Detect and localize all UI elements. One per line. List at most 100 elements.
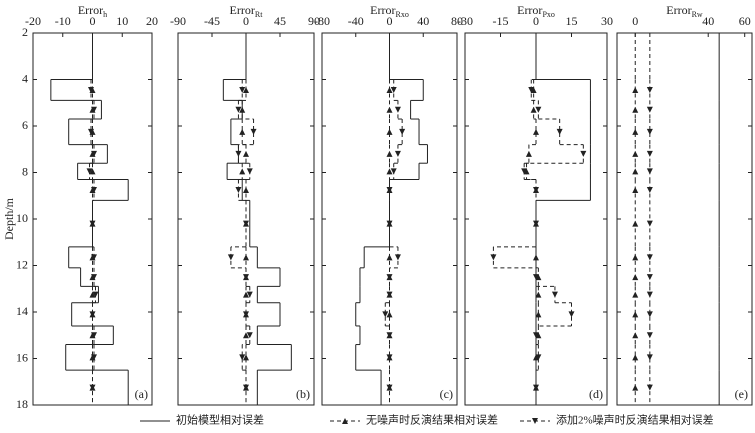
marker [535,291,542,298]
y-tick-label: 8 [22,164,28,178]
marker [646,254,653,261]
marker [239,128,246,135]
marker [399,128,406,135]
panel-title: ErrorRt [230,3,264,19]
marker [632,86,639,93]
marker [632,354,639,361]
marker [90,186,97,193]
marker [386,354,393,361]
marker [646,220,653,227]
x-tick-label: 90 [308,14,320,28]
x-tick-label: -45 [204,14,220,28]
panel-frame [616,32,753,406]
panel-label: (e) [735,387,748,401]
x-tick-label: 40 [417,14,429,28]
marker [243,332,249,339]
marker [530,86,537,93]
marker [632,186,639,193]
marker [528,86,535,93]
marker [632,220,639,227]
marker [632,128,639,135]
x-tick-label: 45 [274,14,286,28]
marker [342,418,348,424]
x-tick-label: 40 [702,14,714,28]
marker [89,168,96,175]
marker [533,274,539,281]
marker [250,128,257,135]
y-tick-label: 10 [16,211,28,225]
x-tick-label: -20 [25,14,41,28]
marker [243,86,249,93]
marker [390,168,397,175]
marker [646,150,653,157]
title-sub: h [103,10,107,19]
marker [386,128,393,135]
marker [533,354,539,361]
marker [535,311,542,318]
marker [90,106,97,113]
y-tick-label: 2 [22,25,28,39]
x-tick-label: -80 [314,14,330,28]
marker [533,254,539,261]
marker [90,274,97,281]
x-tick-label: 30 [601,14,613,28]
marker [632,332,639,339]
marker [646,354,653,361]
marker [243,354,249,361]
marker [243,291,249,298]
legend-label: 添加2%噪声时反演结果相对误差 [556,413,714,427]
legend-label: 无噪声时反演结果相对误差 [366,413,498,427]
marker [243,384,249,391]
marker [386,86,393,93]
marker [89,311,96,318]
marker [521,168,528,175]
marker [646,186,653,193]
marker [632,168,639,175]
marker [243,274,249,281]
marker [386,186,393,193]
marker [386,168,393,175]
marker [532,418,538,424]
marker [646,291,653,298]
marker [235,106,242,113]
x-tick-label: 0 [90,14,96,28]
marker [394,150,401,157]
marker [533,220,539,227]
title-main: Error [78,3,103,17]
marker [646,384,653,391]
marker [646,332,653,339]
marker [632,106,639,113]
title-main: Error [370,3,395,17]
panel-label: (a) [135,387,148,401]
marker [386,254,393,261]
marker [394,254,401,261]
marker [89,384,96,391]
marker [88,86,95,93]
marker [386,384,393,391]
x-tick-label: 60 [739,14,751,28]
x-tick-label: -40 [348,14,364,28]
x-tick-label: 10 [116,14,128,28]
marker [86,168,93,175]
marker [90,332,97,339]
title-sub: Rxo [395,10,408,19]
marker [646,86,653,93]
x-tick-label: -10 [55,14,71,28]
marker [535,332,542,339]
marker [235,186,242,193]
marker [394,106,401,113]
marker [533,128,539,135]
marker [239,106,246,113]
marker [243,311,249,318]
x-tick-label: 15 [566,14,578,28]
marker [386,150,393,157]
title-main: Error [230,3,255,17]
marker [243,150,249,157]
marker [90,354,97,361]
y-tick-label: 14 [16,304,28,318]
marker [490,254,497,261]
marker [533,384,539,391]
y-tick-label: 16 [16,350,28,364]
y-tick-label: 12 [16,257,28,271]
